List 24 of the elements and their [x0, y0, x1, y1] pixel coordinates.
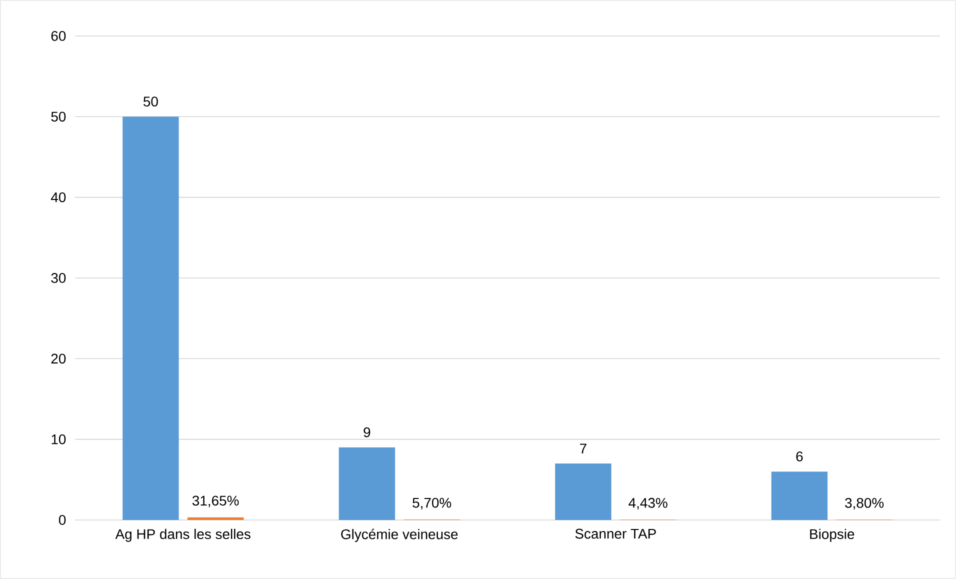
bar	[771, 472, 828, 520]
x-tick-label: Ag HP dans les selles	[115, 528, 250, 542]
y-tick-label: 20	[51, 354, 66, 364]
data-label: 31,65%	[192, 496, 239, 508]
x-tick-label: Glycémie veineuse	[341, 528, 458, 542]
x-tick-label: Scanner TAP	[575, 528, 656, 539]
data-label: 7	[580, 444, 586, 454]
bar	[122, 116, 179, 520]
data-label: 4,43%	[628, 498, 668, 510]
y-tick-label: 40	[50, 192, 66, 202]
y-tick-label: 50	[51, 112, 66, 122]
data-label: 50	[144, 96, 158, 106]
y-tick-label: 0	[58, 515, 66, 525]
data-label: 6	[796, 452, 803, 462]
y-tick-label: 10	[52, 434, 66, 444]
data-label: 9	[364, 427, 370, 438]
y-tick-label: 60	[51, 31, 66, 41]
data-label: 3,80%	[845, 498, 884, 510]
bar	[187, 517, 244, 520]
bar	[555, 464, 612, 520]
data-label: 5,70%	[412, 498, 452, 510]
y-tick-label: 30	[51, 273, 66, 283]
x-tick-label: Biopsie	[810, 528, 854, 542]
bar	[338, 447, 396, 520]
